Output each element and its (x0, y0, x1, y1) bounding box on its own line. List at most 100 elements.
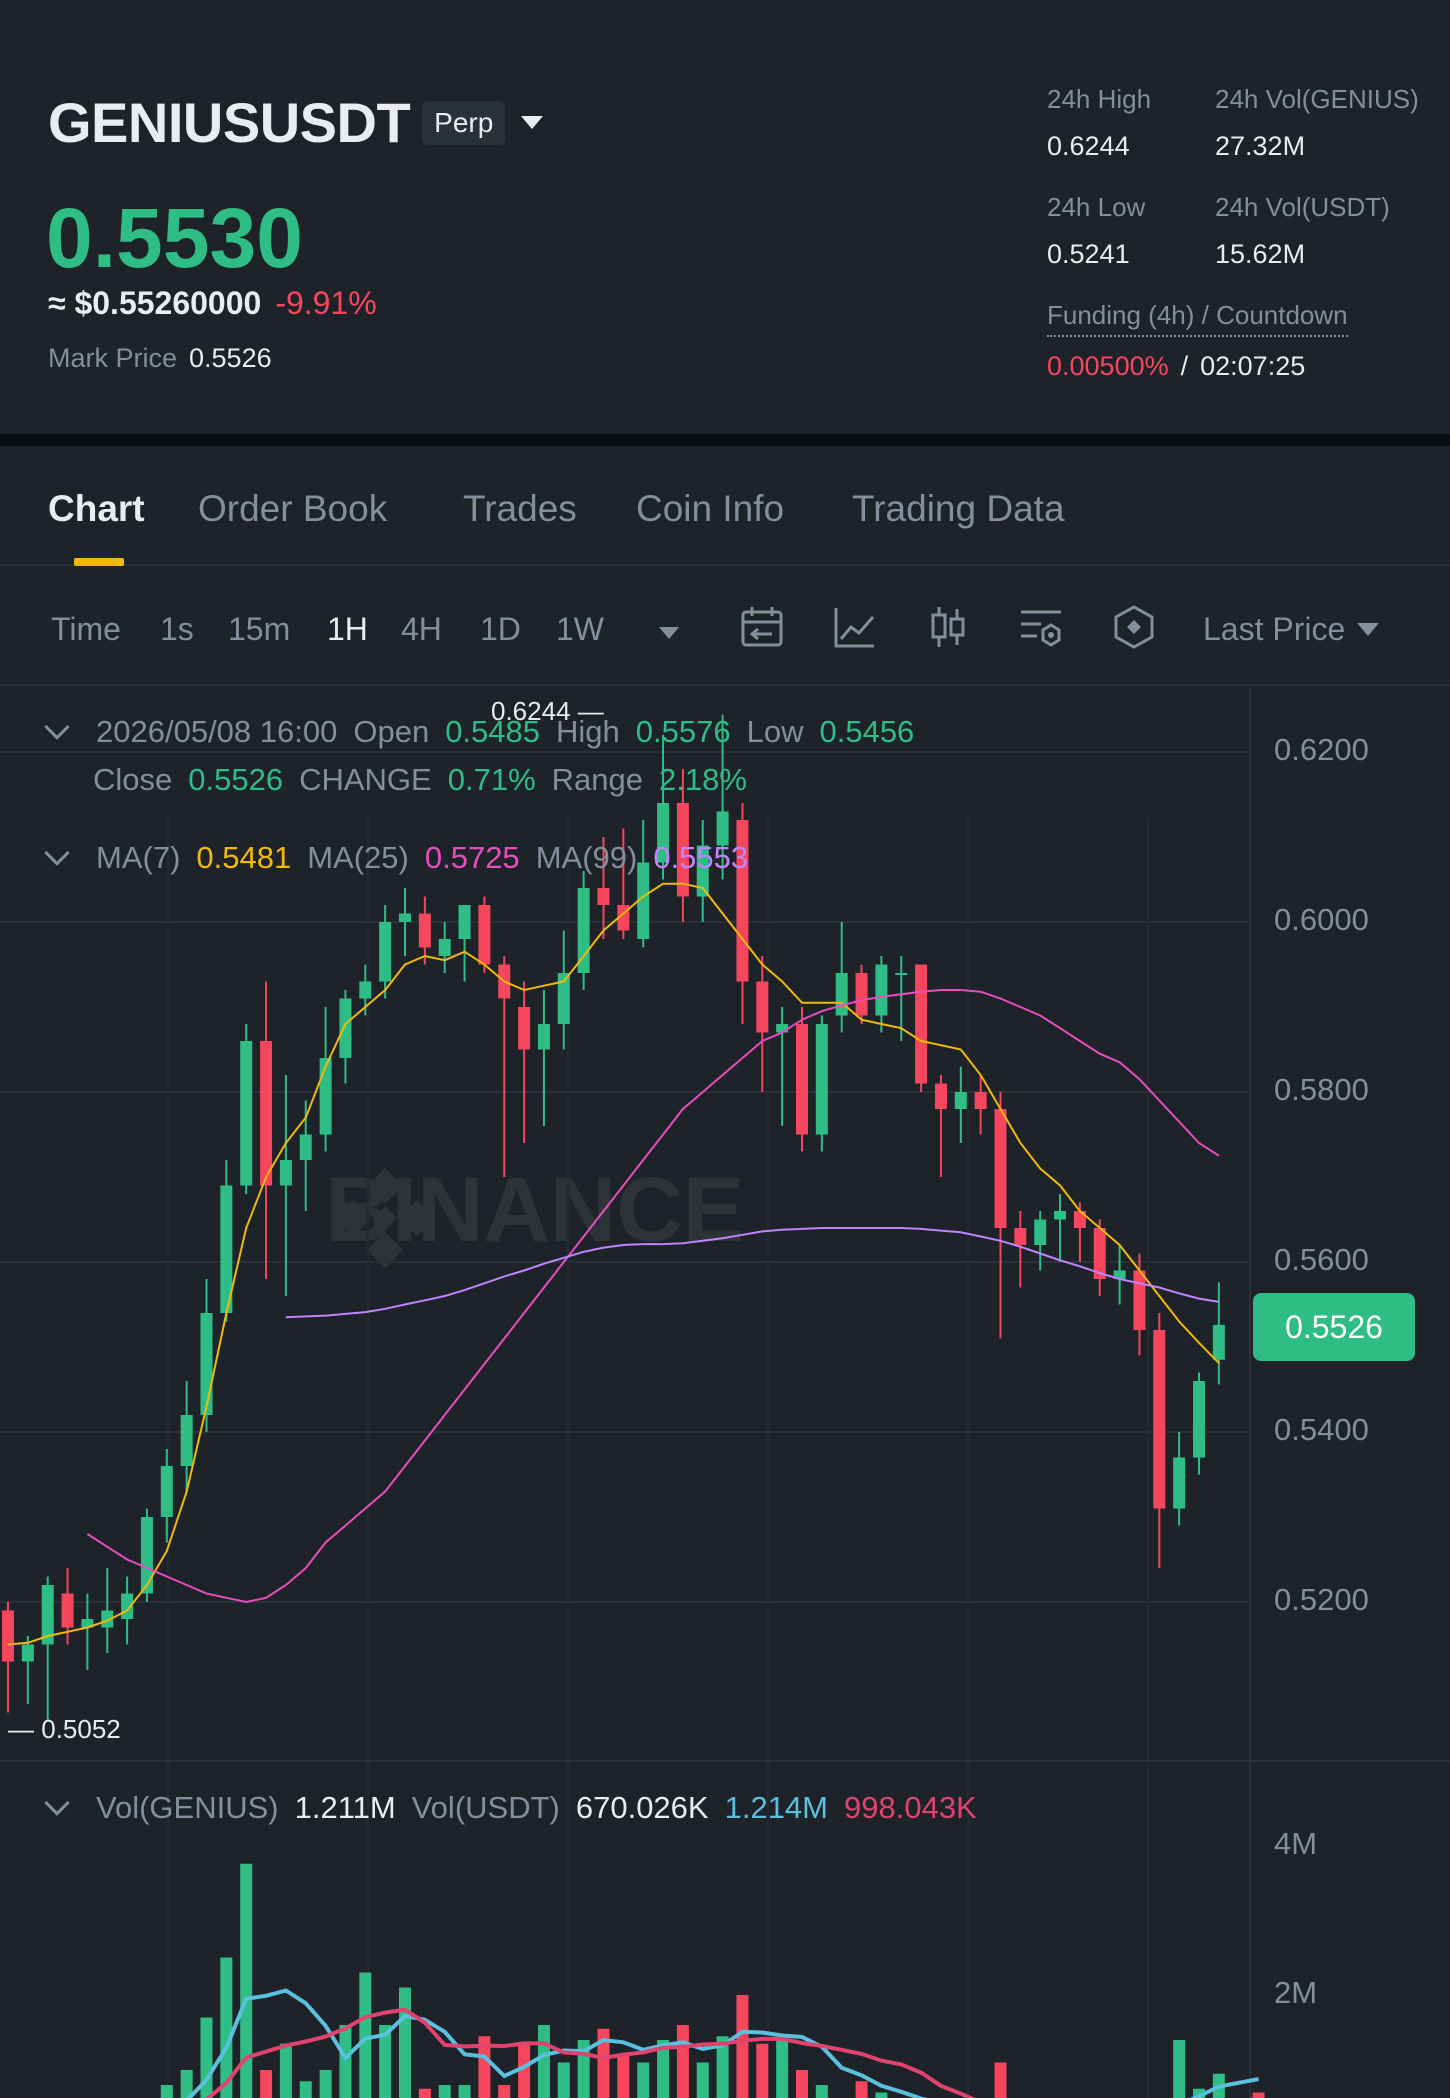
volume-ma-lines (186, 1988, 1259, 2098)
symbol-selector[interactable]: GENIUSUSDT Perp (48, 90, 544, 155)
candle-body (796, 1024, 808, 1135)
ma99-label: MA(99) (535, 840, 638, 875)
open-value: 0.5485 (445, 714, 541, 749)
price-tick: 0.5400 (1274, 1412, 1369, 1447)
tab-order-book[interactable]: Order Book (198, 488, 388, 529)
candle-body (657, 803, 670, 863)
candle-body (61, 1593, 74, 1628)
funding-label[interactable]: Funding (4h) / Countdown (1047, 300, 1348, 337)
chevron-down-icon[interactable] (1357, 623, 1380, 636)
volume-bar (597, 2028, 610, 2098)
price-type-label[interactable]: Last Price (1203, 611, 1346, 647)
volume-bar (696, 2062, 709, 2098)
collapse-chevron-icon[interactable] (44, 714, 70, 740)
ma7-line (7, 882, 1220, 1646)
more-timeframes-icon[interactable] (659, 627, 679, 639)
volume-bar (756, 2043, 769, 2098)
low-value: 0.5456 (819, 714, 915, 749)
candle-body (101, 1610, 114, 1628)
tab-trades[interactable]: Trades (463, 488, 577, 529)
active-tab-indicator (74, 558, 124, 566)
chart-grid (0, 688, 1450, 2098)
candle-body (1093, 1228, 1106, 1279)
candle-body (637, 862, 650, 939)
candle-body (696, 845, 709, 897)
chevron-down-icon[interactable] (521, 116, 544, 129)
candle-body (478, 905, 491, 965)
price-tick: 0.5800 (1274, 1072, 1369, 1107)
candle-body (557, 973, 570, 1024)
timeframe-1w[interactable]: 1W (556, 611, 604, 647)
volume-bar (875, 2092, 888, 2098)
mark-price-row: Mark Price 0.5526 (48, 343, 272, 374)
indicator-icon[interactable] (831, 603, 879, 651)
candle-body (895, 973, 908, 975)
volume-tick: 4M (1274, 1826, 1318, 1861)
chart-high-value: 0.6244 (491, 696, 571, 726)
candle-type-icon[interactable] (924, 603, 972, 651)
close-value: 0.5526 (188, 762, 284, 797)
timeframe-1d[interactable]: 1D (480, 611, 521, 647)
range-value: 2.18% (659, 762, 747, 797)
volume-bar (279, 2043, 292, 2098)
ma25-value: 0.5725 (424, 840, 520, 875)
candle-body (1153, 1330, 1166, 1509)
candle-body (1193, 1381, 1205, 1458)
candle-body (299, 1134, 312, 1160)
volume-bar (855, 2081, 868, 2098)
volume-bar (339, 2025, 352, 2098)
candle-body (1133, 1270, 1146, 1330)
calendar-icon[interactable] (738, 603, 786, 651)
volume-bar (299, 2081, 312, 2098)
volume-bar (796, 2070, 808, 2098)
ticker-header: GENIUSUSDT Perp 0.5530 ≈ $0.55260000 -9.… (0, 0, 1450, 434)
volume-bar (240, 1863, 253, 2098)
timeframe-1s[interactable]: 1s (160, 611, 194, 647)
tab-chart[interactable]: Chart (48, 488, 145, 529)
price-type-dropdown[interactable]: Last Price (1203, 611, 1380, 648)
candle-body (954, 1092, 967, 1109)
chart-toolbar: Time 1s 15m 1H 4H 1D 1W Last Price (0, 566, 1450, 686)
candle-body (319, 1058, 332, 1135)
candle-body (756, 981, 769, 1033)
collapse-chevron-icon[interactable] (44, 840, 70, 866)
timeframe-time[interactable]: Time (51, 611, 121, 647)
tab-trading-data[interactable]: Trading Data (852, 488, 1065, 529)
candle-body (1113, 1270, 1126, 1279)
mark-price-value: 0.5526 (189, 343, 272, 373)
timeframe-4h[interactable]: 4H (401, 611, 442, 647)
volume-bar (736, 1995, 749, 2098)
candlestick-plot[interactable] (0, 688, 1450, 2098)
timeframe-15m[interactable]: 15m (228, 611, 291, 647)
change-value: 0.71% (447, 762, 536, 797)
candle-datetime: 2026/05/08 16:00 (96, 714, 338, 749)
ohlc-legend-row2: Close 0.5526 CHANGE 0.71% Range 2.18% (93, 762, 747, 798)
candle-body (1173, 1457, 1186, 1509)
timeframe-1h[interactable]: 1H (327, 611, 368, 647)
last-price: 0.5530 (46, 191, 303, 285)
volume-ma1-line (186, 1988, 1259, 2098)
ma7-label: MA(7) (96, 840, 181, 875)
collapse-chevron-icon[interactable] (44, 1790, 70, 1816)
volume-bars (160, 1863, 1265, 2098)
volume-bar (537, 2025, 550, 2098)
volume-bar (657, 2040, 670, 2098)
funding-info[interactable]: Funding (4h) / Countdown 0.00500% / 02:0… (1047, 300, 1348, 382)
ma-lines (7, 882, 1220, 1646)
depth-icon[interactable] (1110, 603, 1158, 651)
price-chart[interactable]: BINANCE 2026/05/08 16:00 Open 0.5485 Hig… (0, 688, 1450, 2098)
high-label: High (556, 714, 620, 749)
symbol-name[interactable]: GENIUSUSDT (48, 91, 411, 154)
stat-value: 0.5241 (1047, 239, 1130, 269)
chart-settings-icon[interactable] (1017, 603, 1065, 651)
candle-body (815, 1024, 828, 1135)
candle-body (220, 1185, 233, 1313)
candle-body (994, 1109, 1007, 1228)
tab-coin-info[interactable]: Coin Info (636, 488, 785, 529)
stat-24h-vol-quote: 24h Vol(USDT) 15.62M (1215, 192, 1390, 270)
candle-body (2, 1610, 14, 1662)
volume-bar (676, 2025, 689, 2098)
funding-separator: / (1180, 351, 1189, 381)
chart-low-value: 0.5052 (41, 1714, 121, 1744)
candle-body (81, 1619, 94, 1628)
